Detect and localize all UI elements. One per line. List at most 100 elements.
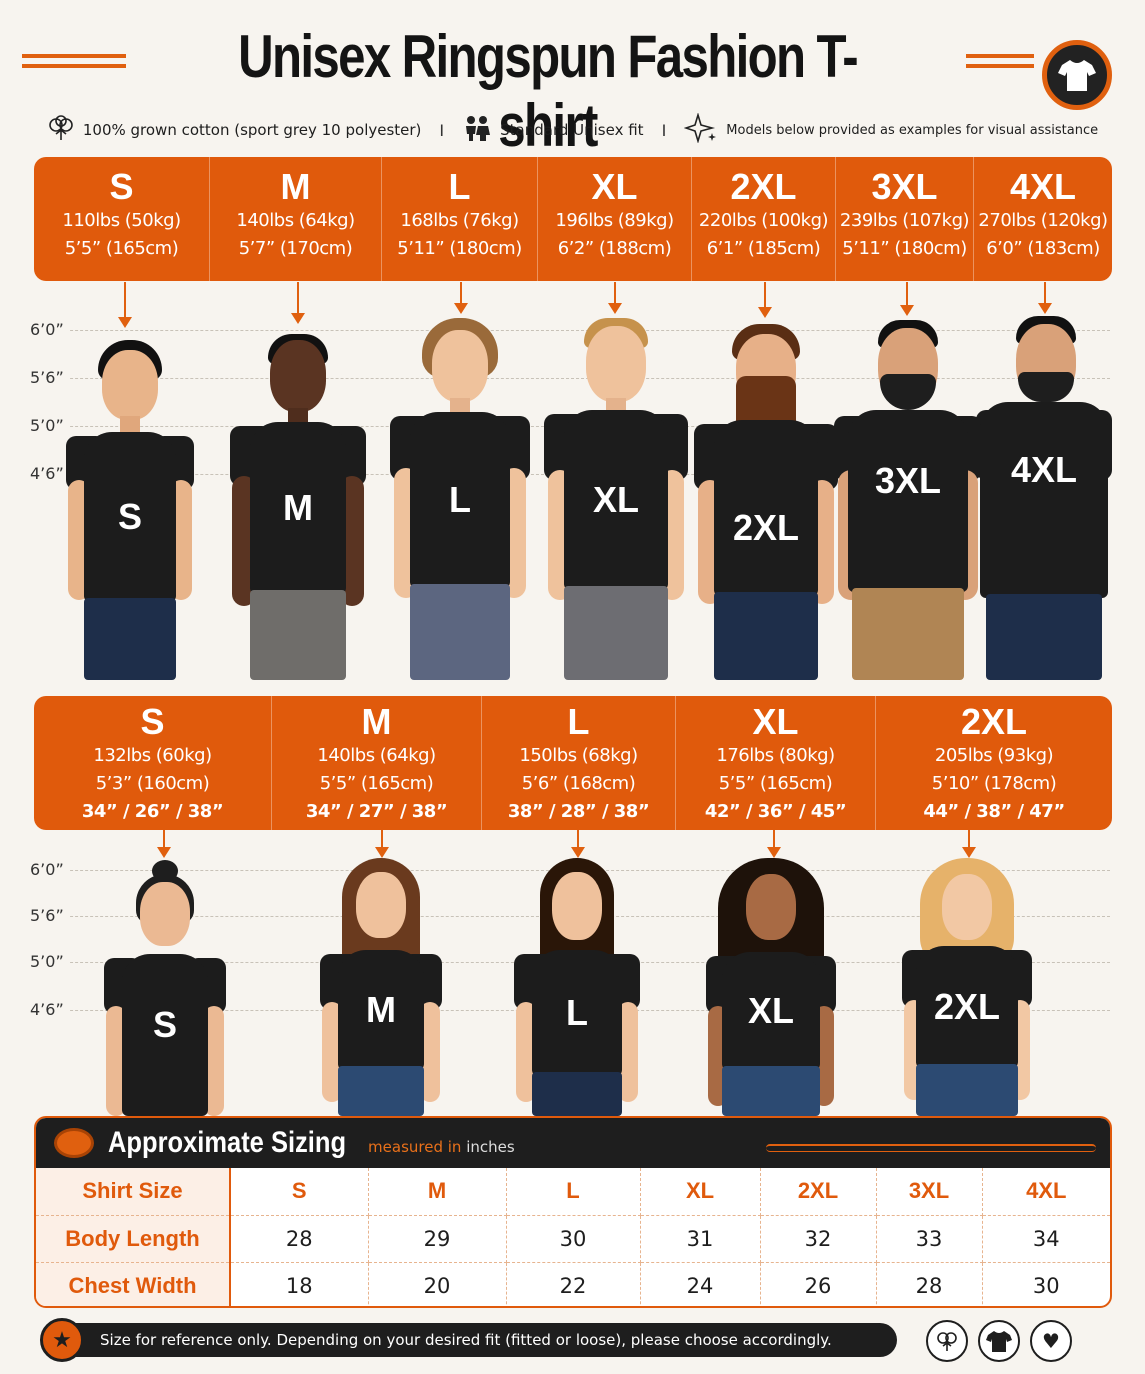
model-measurements: 42” / 36” / 45” — [704, 801, 847, 822]
model-figure-women-2xl: 2XL — [900, 858, 1034, 1116]
row-header: Shirt Size — [36, 1168, 231, 1216]
model-figure-s: S — [60, 340, 200, 680]
women-size-cell: XL 176lbs (80kg) 5’5” (165cm) 42” / 36” … — [676, 696, 876, 830]
shirt-size-mark: 4XL — [980, 402, 1108, 598]
shirt-size-mark: S — [122, 954, 208, 1116]
title-divider — [966, 54, 1034, 58]
feature-cotton: 100% grown cotton (sport grey 10 polyest… — [47, 115, 421, 145]
model-figure-4xl: 4XL — [976, 316, 1112, 680]
men-size-cell: XL 196lbs (89kg) 6’2” (188cm) — [538, 157, 692, 281]
feature-list: 100% grown cotton (sport grey 10 polyest… — [0, 112, 1145, 148]
model-weight: 205lbs (93kg) — [934, 745, 1054, 766]
measuring-tape-icon — [54, 1128, 94, 1158]
pointer-arrow — [962, 830, 976, 858]
model-weight: 196lbs (89kg) — [555, 210, 674, 231]
subtitle-prefix: measured in — [368, 1138, 462, 1156]
shirt-size-mark: 2XL — [916, 946, 1018, 1068]
scale-label: 5’0” — [30, 416, 70, 435]
table-cell: 32 — [760, 1215, 877, 1263]
table-row: Chest Width 18 20 22 24 26 28 30 — [36, 1262, 1110, 1306]
table-cell: 34 — [982, 1215, 1110, 1263]
model-height: 6’1” (185cm) — [706, 238, 821, 259]
sizing-header: Approximate Sizing measured in inches — [36, 1118, 1110, 1168]
table-cell: 33 — [876, 1215, 983, 1263]
model-weight: 239lbs (107kg) — [839, 210, 970, 231]
size-label: L — [448, 166, 471, 207]
shirt-size-mark: M — [338, 950, 424, 1070]
pointer-arrow — [1038, 282, 1052, 314]
sizing-table-card: Approximate Sizing measured in inches Sh… — [34, 1116, 1112, 1308]
tape-decoration — [766, 1144, 1096, 1152]
cotton-icon — [47, 115, 75, 145]
table-cell: 3XL — [876, 1168, 983, 1216]
table-cell: 28 — [876, 1262, 983, 1306]
model-measurements: 38” / 28” / 38” — [507, 801, 650, 822]
table-cell: 29 — [368, 1215, 507, 1263]
size-label: XL — [591, 166, 638, 207]
table-cell: 18 — [230, 1262, 369, 1306]
tshirt-badge-icon — [1042, 40, 1112, 110]
scale-label: 4’6” — [30, 464, 70, 483]
model-figure-women-xl: XL — [704, 858, 838, 1116]
men-size-cell: 2XL 220lbs (100kg) 6’1” (185cm) — [692, 157, 836, 281]
shirt-size-mark: 3XL — [848, 410, 968, 592]
table-row: Body Length 28 29 30 31 32 33 34 — [36, 1215, 1110, 1263]
model-figure-xl: XL — [544, 318, 688, 680]
model-figure-women-m: M — [316, 858, 446, 1116]
scale-label: 5’0” — [30, 952, 70, 971]
women-size-band: S 132lbs (60kg) 5’3” (160cm) 34” / 26” /… — [34, 696, 1112, 830]
scale-label: 4’6” — [30, 1000, 70, 1019]
shirt-size-mark: S — [84, 432, 176, 602]
title-divider — [22, 64, 126, 68]
shirt-size-mark: XL — [722, 952, 820, 1070]
model-figure-m: M — [228, 334, 368, 680]
model-weight: 168lbs (76kg) — [400, 210, 519, 231]
scale-line: 5’6” — [30, 368, 1110, 387]
model-weight: 110lbs (50kg) — [62, 210, 181, 231]
table-row: Shirt Size S M L XL 2XL 3XL 4XL — [36, 1168, 1110, 1216]
scale-line: 6’0” — [30, 320, 1110, 339]
shirt-size-mark: L — [410, 412, 510, 588]
feature-fit: Standard Unisex fit — [462, 115, 644, 145]
model-weight: 220lbs (100kg) — [698, 210, 829, 231]
star-icon: ★ — [40, 1318, 84, 1362]
feature-text: Standard Unisex fit — [500, 121, 644, 139]
cotton-icon — [926, 1320, 968, 1362]
women-size-cell: L 150lbs (68kg) 5’6” (168cm) 38” / 28” /… — [482, 696, 676, 830]
model-figure-women-l: L — [512, 858, 642, 1116]
size-label: 2XL — [730, 166, 797, 207]
table-cell: 26 — [760, 1262, 877, 1306]
model-weight: 176lbs (80kg) — [716, 745, 835, 766]
sparkle-icon — [683, 112, 718, 147]
pointer-arrow — [157, 830, 171, 858]
model-height: 5’5” (165cm) — [64, 238, 179, 259]
feature-separator: I — [661, 120, 667, 140]
model-height: 5’11” (180cm) — [397, 238, 522, 259]
scale-label: 5’6” — [30, 906, 70, 925]
feature-separator: I — [439, 120, 445, 140]
model-height: 5’10” (178cm) — [931, 773, 1057, 794]
page-title: Unisex Ringspun Fashion T-shirt — [238, 23, 859, 159]
table-cell: M — [368, 1168, 507, 1216]
pointer-arrow — [608, 282, 622, 314]
sizing-subtitle: measured in inches — [368, 1138, 515, 1156]
pointer-arrow — [454, 282, 468, 314]
men-size-cell: 3XL 239lbs (107kg) 5’11” (180cm) — [836, 157, 974, 281]
title-row: Unisex Ringspun Fashion T-shirt — [0, 18, 1145, 159]
model-height: 5’5” (165cm) — [319, 773, 434, 794]
model-measurements: 34” / 27” / 38” — [305, 801, 448, 822]
size-label: M — [280, 166, 311, 207]
size-label: S — [140, 701, 165, 742]
pointer-arrow — [758, 282, 772, 318]
table-cell: 30 — [506, 1215, 641, 1263]
model-weight: 140lbs (64kg) — [317, 745, 436, 766]
title-divider — [22, 54, 126, 58]
shirt-size-mark: 2XL — [714, 420, 818, 596]
people-icon — [462, 115, 492, 145]
footer-icons: ♥ — [926, 1320, 1072, 1362]
men-size-cell: L 168lbs (76kg) 5’11” (180cm) — [382, 157, 538, 281]
model-figure-l: L — [390, 318, 530, 680]
title-divider — [966, 64, 1034, 68]
men-size-cell: S 110lbs (50kg) 5’5” (165cm) — [34, 157, 210, 281]
model-height: 5’3” (160cm) — [95, 773, 210, 794]
